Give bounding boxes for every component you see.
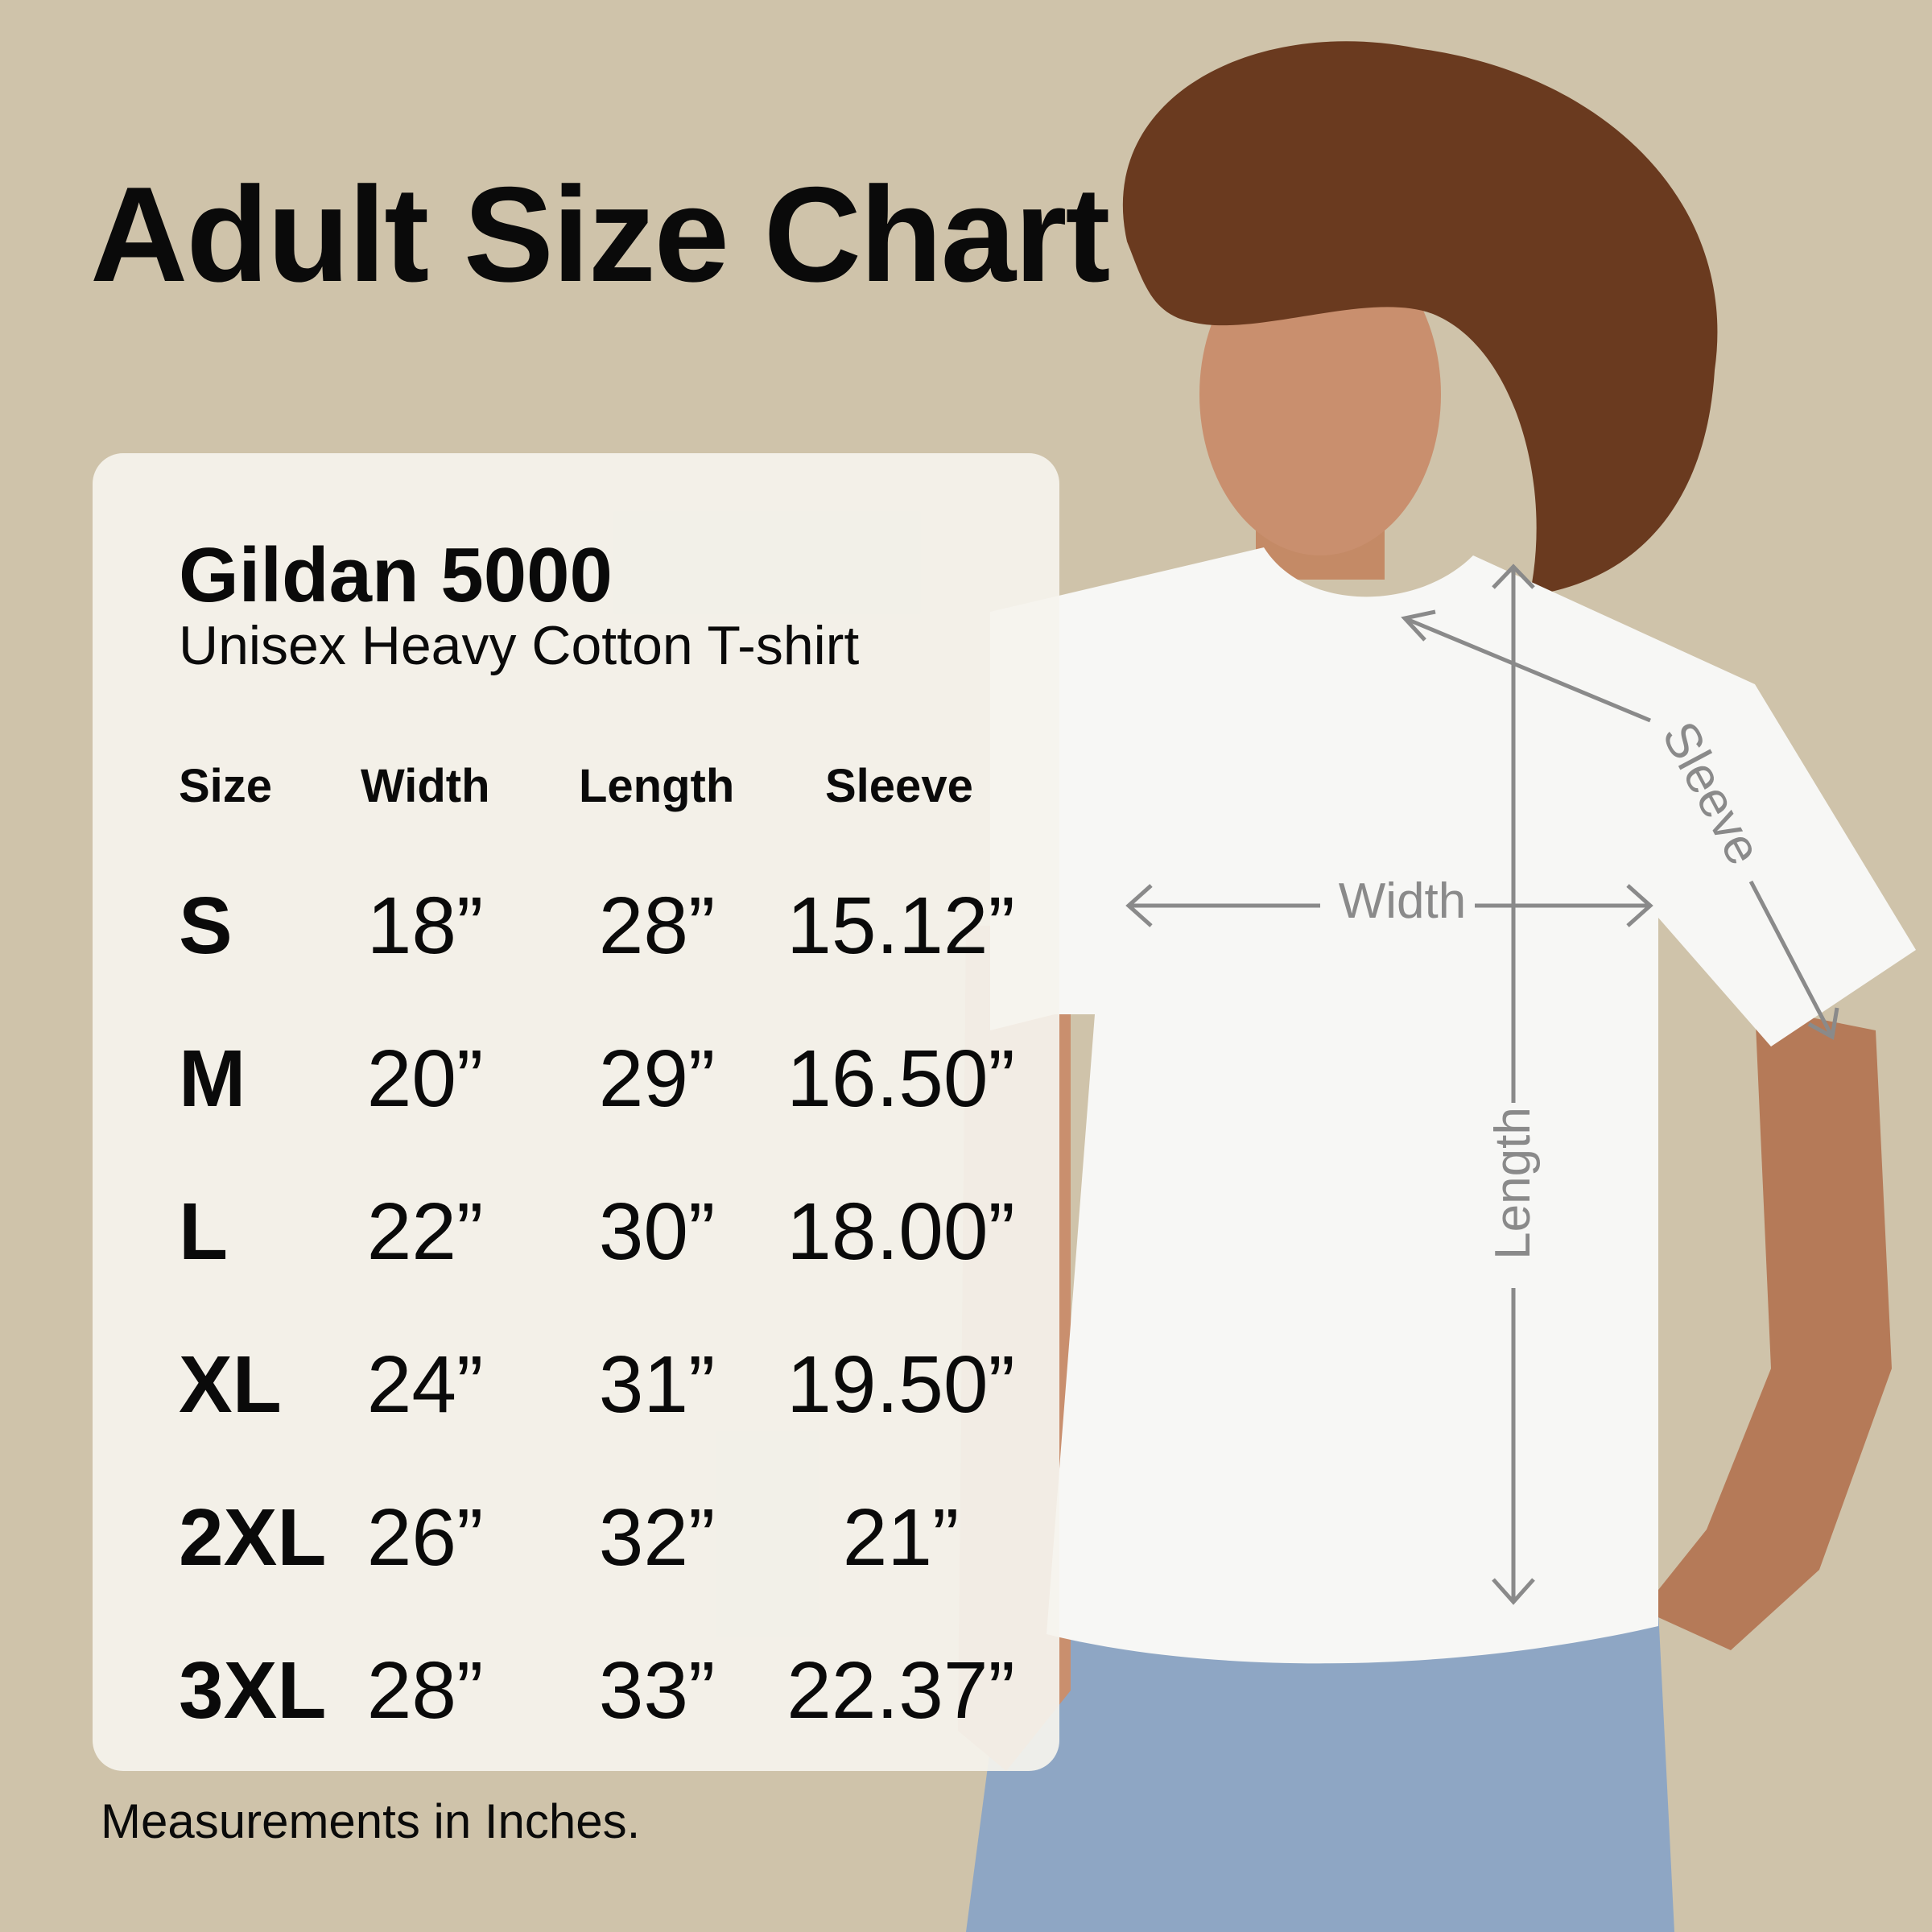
cell-length: 28” xyxy=(598,881,716,971)
product-brand: Gildan 5000 xyxy=(179,532,613,618)
table-row: M 20” 29” 16.50” xyxy=(93,1033,1059,1129)
cell-sleeve: 22.37” xyxy=(786,1645,1015,1736)
page-title: Adult Size Chart xyxy=(90,159,1110,310)
cell-length: 30” xyxy=(598,1187,716,1277)
cell-size: L xyxy=(179,1187,229,1277)
cell-length: 32” xyxy=(598,1492,716,1583)
size-chart-card: Gildan 5000 Unisex Heavy Cotton T-shirt … xyxy=(93,453,1059,1771)
product-subtitle: Unisex Heavy Cotton T-shirt xyxy=(179,615,860,676)
table-row: 3XL 28” 33” 22.37” xyxy=(93,1645,1059,1741)
cell-size: M xyxy=(179,1034,246,1124)
cell-sleeve: 19.50” xyxy=(786,1340,1015,1430)
table-row: 2XL 26” 32” 21” xyxy=(93,1492,1059,1588)
cell-width: 20” xyxy=(366,1034,484,1124)
cell-size: 2XL xyxy=(179,1492,327,1583)
header-size: Size xyxy=(179,760,273,812)
cell-width: 18” xyxy=(366,881,484,971)
length-label: Length xyxy=(1485,1107,1541,1260)
cell-width: 28” xyxy=(366,1645,484,1736)
cell-width: 22” xyxy=(366,1187,484,1277)
cell-size: XL xyxy=(179,1340,282,1430)
measurement-note: Measurements in Inches. xyxy=(101,1794,641,1848)
table-row: XL 24” 31” 19.50” xyxy=(93,1339,1059,1435)
cell-length: 29” xyxy=(598,1034,716,1124)
cell-length: 31” xyxy=(598,1340,716,1430)
cell-size: 3XL xyxy=(179,1645,327,1736)
header-length: Length xyxy=(579,760,735,812)
cell-sleeve: 15.12” xyxy=(786,881,1015,971)
width-arrow xyxy=(1125,564,1839,1605)
cell-sleeve: 21” xyxy=(842,1492,960,1583)
width-label: Width xyxy=(1339,873,1466,929)
cell-width: 26” xyxy=(366,1492,484,1583)
table-row: L 22” 30” 18.00” xyxy=(93,1186,1059,1282)
cell-sleeve: 16.50” xyxy=(786,1034,1015,1124)
cell-size: S xyxy=(179,881,233,971)
cell-length: 33” xyxy=(598,1645,716,1736)
header-sleeve: Sleeve xyxy=(825,760,973,812)
cell-sleeve: 18.00” xyxy=(786,1187,1015,1277)
cell-width: 24” xyxy=(366,1340,484,1430)
header-width: Width xyxy=(361,760,490,812)
table-row: S 18” 28” 15.12” xyxy=(93,880,1059,976)
